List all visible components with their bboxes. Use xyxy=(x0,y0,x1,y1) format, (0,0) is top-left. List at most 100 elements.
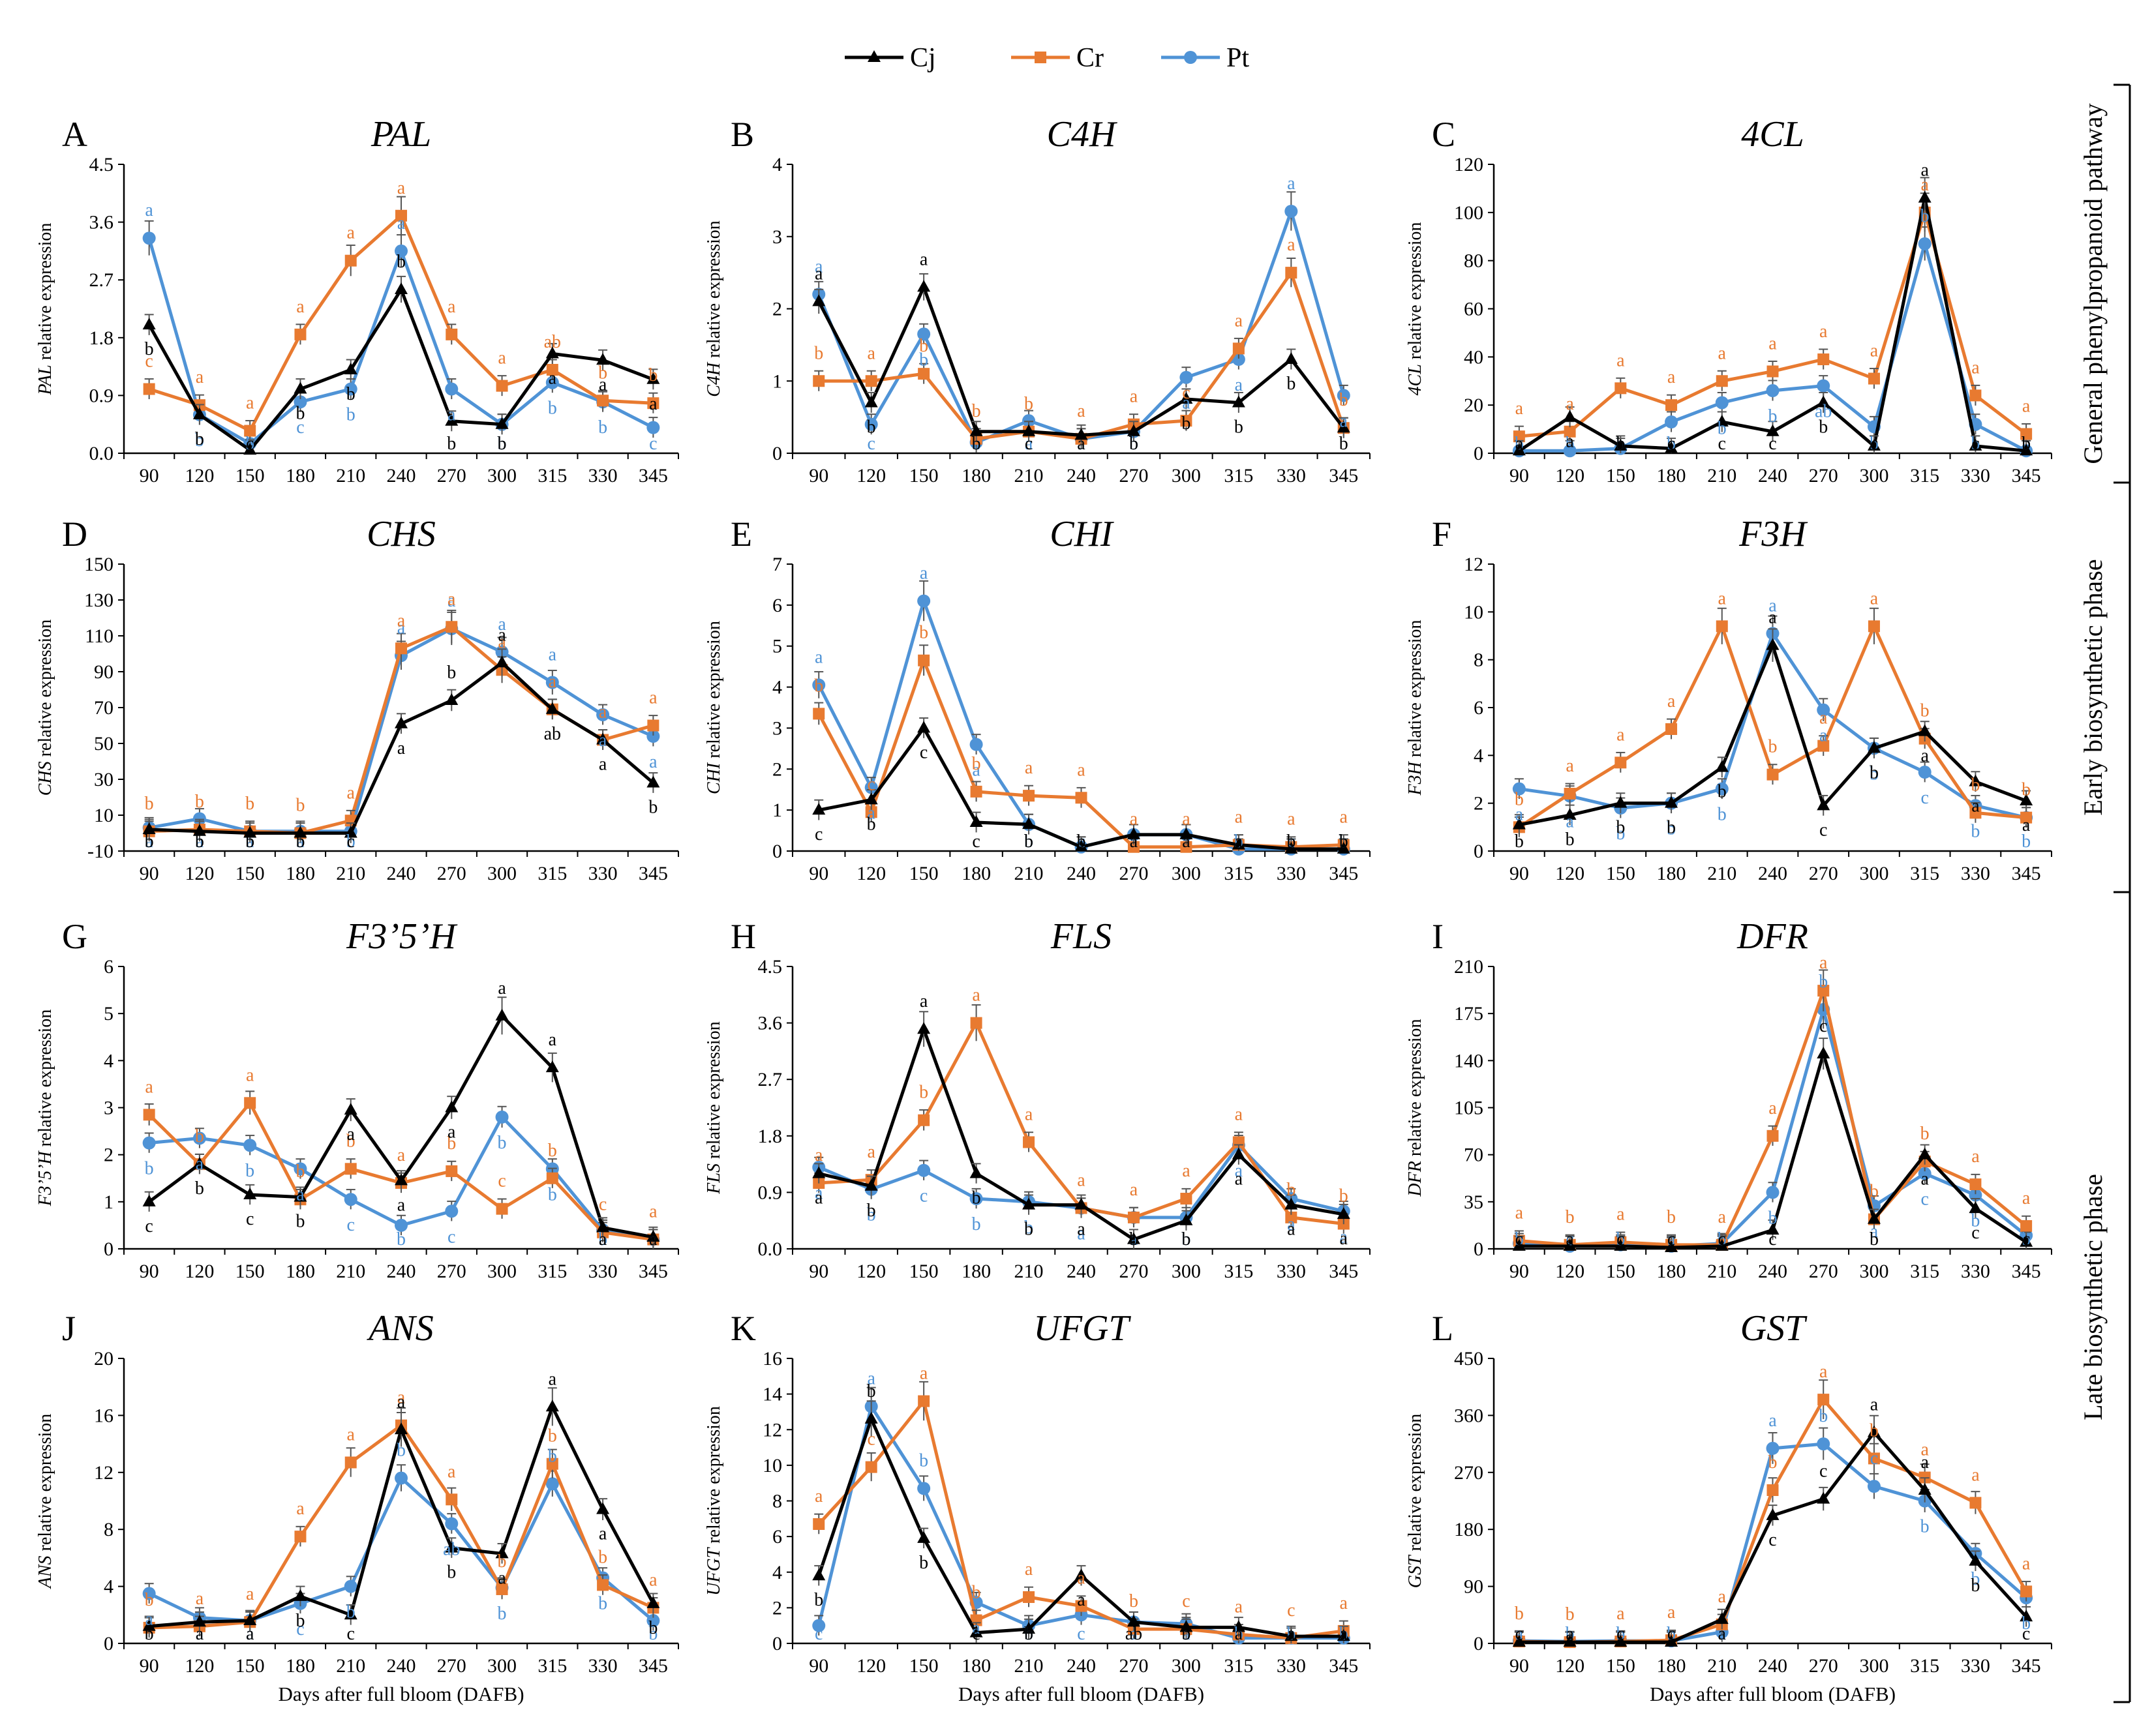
data-point xyxy=(917,327,931,341)
sig-letter: a xyxy=(1130,387,1138,407)
sig-letter: a xyxy=(196,1624,204,1644)
sig-letter: a xyxy=(296,297,305,317)
sig-letter: a xyxy=(447,297,456,317)
x-tick-label: 300 xyxy=(1172,863,1201,884)
y-tick-label: 80 xyxy=(1464,250,1483,272)
panel-letter: E xyxy=(731,515,752,554)
sig-letter: a xyxy=(397,1195,406,1215)
data-point xyxy=(545,1399,559,1412)
sig-letter: c xyxy=(1819,1461,1827,1482)
sig-letter: ab xyxy=(443,1539,460,1559)
data-point xyxy=(192,1615,206,1627)
data-point xyxy=(142,232,156,245)
x-tick-label: 90 xyxy=(809,465,828,486)
data-point xyxy=(596,708,610,721)
y-axis-label-gene: F3H xyxy=(1405,760,1425,796)
y-tick-label: 1 xyxy=(772,800,782,821)
y-tick-label: 100 xyxy=(1454,202,1483,224)
sig-letter: a xyxy=(1235,1161,1243,1181)
sig-letter: a xyxy=(599,755,607,775)
sig-letter: a xyxy=(1718,1624,1727,1644)
x-tick-label: 240 xyxy=(387,1655,416,1677)
sig-letter: a xyxy=(920,563,928,584)
sig-letter: b xyxy=(2022,434,2031,454)
sig-letter: a xyxy=(347,223,356,243)
data-point xyxy=(243,826,257,838)
sig-letter: b xyxy=(1181,1229,1190,1250)
sig-letter: c xyxy=(1768,1530,1776,1550)
sig-letter: b xyxy=(1667,1207,1676,1227)
y-tick-label: 2.7 xyxy=(758,1069,783,1090)
sig-letter: b xyxy=(548,1184,557,1205)
series-cr xyxy=(143,196,659,441)
sig-letter: b xyxy=(1129,434,1138,454)
sig-letter: c xyxy=(1515,1624,1523,1644)
sig-letter: a xyxy=(1130,1180,1138,1200)
x-tick-label: 150 xyxy=(1606,1261,1635,1282)
series-pt xyxy=(812,580,1350,856)
sig-letter: b xyxy=(1339,831,1348,852)
data-point xyxy=(1817,353,1830,366)
data-point xyxy=(1614,382,1627,395)
data-point xyxy=(812,1166,826,1178)
sig-letter: a xyxy=(397,178,406,198)
sig-letter: b xyxy=(1515,1229,1524,1250)
data-point xyxy=(647,719,659,732)
sig-letter: b xyxy=(1616,824,1625,844)
sig-letter: a xyxy=(447,591,456,611)
y-tick-label: 6 xyxy=(1474,697,1483,719)
data-point xyxy=(1766,1508,1780,1520)
sig-letter: c xyxy=(815,824,823,845)
sig-letter: b xyxy=(1515,1604,1524,1624)
sig-letter: b xyxy=(1024,1218,1033,1238)
sig-letter: a xyxy=(1920,1440,1929,1460)
data-point xyxy=(395,1173,408,1186)
y-axis-label-gene: 4CL xyxy=(1405,364,1425,395)
series-cj xyxy=(812,1011,1350,1249)
y-tick-label: 12 xyxy=(1464,554,1483,575)
sig-letter: a xyxy=(1920,160,1929,181)
sig-letter: b xyxy=(498,434,507,454)
x-tick-label: 90 xyxy=(809,1655,828,1677)
y-tick-label: 120 xyxy=(1454,154,1483,175)
x-tick-label: 180 xyxy=(1657,863,1686,884)
y-axis-label-gene: ANS xyxy=(35,1555,55,1589)
panel-letter: I xyxy=(1432,917,1444,956)
sig-letter: a xyxy=(1182,1624,1190,1644)
x-tick-label: 180 xyxy=(1657,1655,1686,1677)
sig-letter: b xyxy=(598,1547,607,1567)
y-tick-label: 10 xyxy=(94,805,114,826)
data-point xyxy=(495,655,509,668)
y-tick-label: 175 xyxy=(1454,1003,1483,1025)
data-point xyxy=(344,1193,357,1206)
y-tick-label: 12 xyxy=(94,1462,114,1484)
x-tick-label: 150 xyxy=(235,1655,265,1677)
sig-letter: b xyxy=(972,1188,981,1208)
data-point xyxy=(917,1022,931,1034)
data-point xyxy=(1285,267,1297,279)
data-point xyxy=(445,382,459,396)
x-tick-label: 150 xyxy=(235,863,265,884)
data-point xyxy=(1614,1635,1628,1647)
data-point xyxy=(395,716,408,728)
sig-letter: a xyxy=(867,803,875,824)
y-tick-label: 35 xyxy=(1464,1191,1483,1213)
data-point xyxy=(192,1157,206,1169)
sig-letter: a xyxy=(498,625,506,645)
data-point xyxy=(1127,1232,1140,1244)
x-tick-label: 240 xyxy=(387,465,416,486)
sig-letter: c xyxy=(296,1619,304,1639)
sig-letter: b xyxy=(296,1611,305,1631)
sig-letter: a xyxy=(246,831,254,852)
sig-letter: b xyxy=(1181,413,1190,434)
sig-letter: a xyxy=(972,1618,980,1638)
legend-marker-pt xyxy=(1184,51,1197,64)
data-point xyxy=(812,294,826,307)
x-tick-label: 315 xyxy=(1910,465,1939,486)
sig-letter: b xyxy=(2022,1613,2031,1634)
data-point xyxy=(192,407,206,419)
sig-letter: a xyxy=(1235,831,1243,852)
series-line-cj xyxy=(1519,644,2027,827)
y-tick-label: 70 xyxy=(1464,1145,1483,1166)
sig-letter: a xyxy=(1515,1203,1524,1223)
